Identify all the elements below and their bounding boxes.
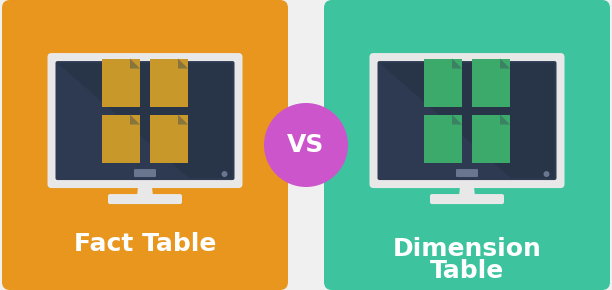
Circle shape [543, 171, 550, 177]
Polygon shape [178, 59, 188, 68]
Polygon shape [379, 63, 554, 178]
FancyBboxPatch shape [424, 59, 462, 106]
Polygon shape [130, 115, 140, 125]
Polygon shape [178, 115, 188, 125]
Polygon shape [178, 115, 188, 125]
FancyBboxPatch shape [472, 115, 510, 163]
Text: Fact Table: Fact Table [74, 232, 216, 256]
FancyBboxPatch shape [102, 59, 140, 106]
Circle shape [222, 171, 228, 177]
FancyBboxPatch shape [108, 194, 182, 204]
Polygon shape [130, 59, 140, 68]
Polygon shape [130, 115, 140, 125]
FancyBboxPatch shape [324, 0, 610, 290]
FancyBboxPatch shape [150, 115, 188, 163]
Text: Table: Table [430, 259, 504, 283]
FancyBboxPatch shape [2, 0, 288, 290]
FancyBboxPatch shape [424, 115, 462, 163]
Polygon shape [137, 178, 153, 196]
Text: VS: VS [287, 133, 325, 157]
Circle shape [264, 103, 348, 187]
Polygon shape [452, 115, 462, 125]
Polygon shape [500, 59, 510, 68]
FancyBboxPatch shape [472, 59, 510, 106]
FancyBboxPatch shape [456, 169, 478, 177]
Polygon shape [130, 59, 140, 68]
Polygon shape [58, 63, 233, 178]
Polygon shape [178, 59, 188, 68]
FancyBboxPatch shape [378, 61, 556, 180]
Text: Dimension: Dimension [392, 237, 542, 261]
FancyBboxPatch shape [370, 53, 564, 188]
FancyBboxPatch shape [150, 59, 188, 106]
FancyBboxPatch shape [430, 194, 504, 204]
FancyBboxPatch shape [134, 169, 156, 177]
Polygon shape [500, 115, 510, 125]
Polygon shape [452, 59, 462, 68]
Polygon shape [500, 115, 510, 125]
Polygon shape [459, 178, 475, 196]
FancyBboxPatch shape [48, 53, 242, 188]
FancyBboxPatch shape [102, 115, 140, 163]
Polygon shape [500, 59, 510, 68]
Polygon shape [452, 59, 462, 68]
FancyBboxPatch shape [56, 61, 234, 180]
Polygon shape [452, 115, 462, 125]
